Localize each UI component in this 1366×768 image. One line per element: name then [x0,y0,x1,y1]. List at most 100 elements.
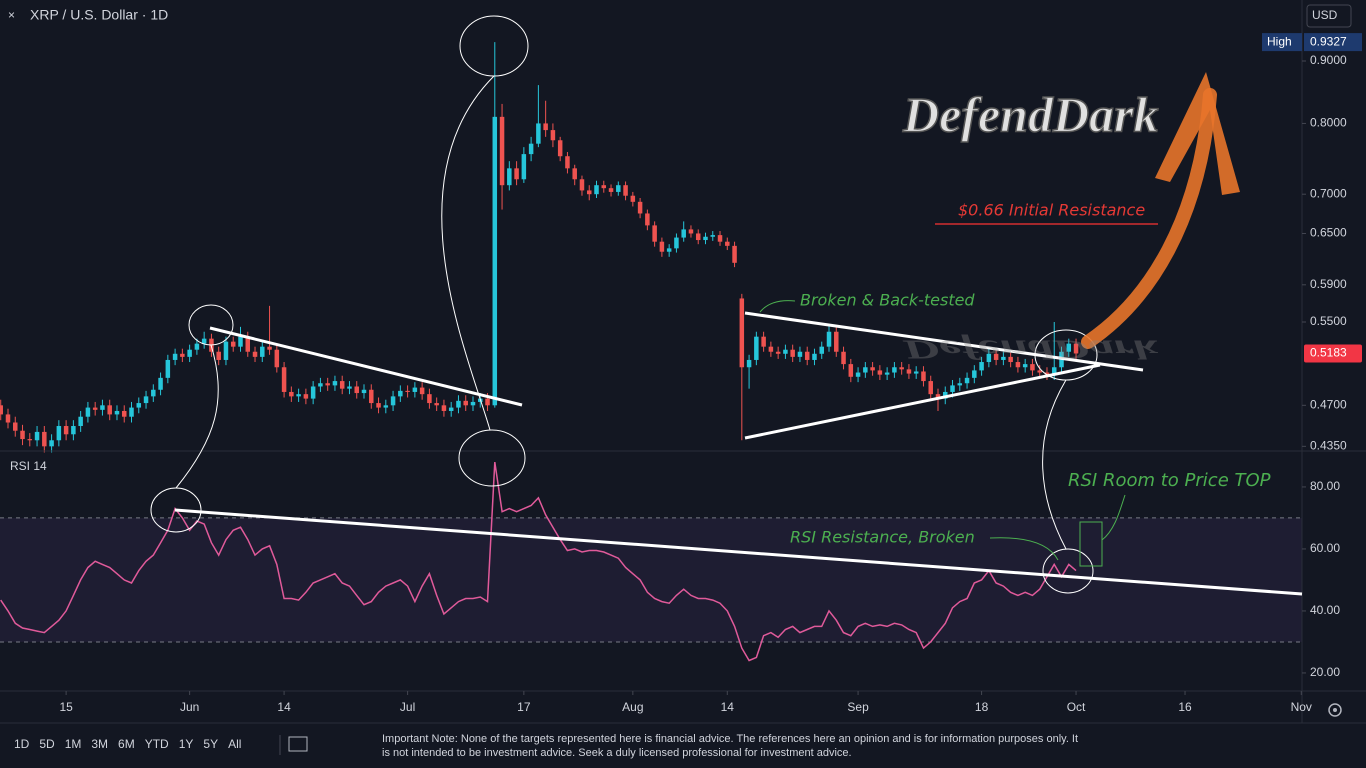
candle-body [557,140,563,157]
candle-body [354,386,359,394]
range-button[interactable]: 3M [91,737,109,751]
candle-body [710,235,716,237]
room-box [1079,521,1103,567]
candle-body [594,185,599,195]
range-button[interactable]: 1D [14,737,30,751]
candle-body [739,298,745,368]
candle-body [979,362,984,371]
candle-body [347,386,352,389]
candle-body [78,416,83,427]
candle-body [281,367,287,392]
candle-body [870,367,875,371]
x-tick-label: 14 [277,700,291,714]
candle-body [528,143,534,155]
annotation: RSI Room to Price TOP [1068,470,1271,491]
candle-body [499,116,505,186]
range-button[interactable]: 6M [118,737,135,751]
candle-body [419,387,425,395]
settings-icon[interactable] [1328,703,1342,717]
x-tick-label: Aug [622,700,643,714]
backtest-connector [759,300,796,313]
candle-body [775,351,781,354]
candle-body [834,331,839,352]
candle-body [129,407,134,417]
candle-body [688,229,694,234]
close-icon[interactable]: × [8,8,15,22]
candle-body [826,331,832,347]
candle-body [703,236,708,241]
rsi-trend-line [174,508,1303,596]
drawings [150,15,1303,596]
candle-body [194,343,200,350]
candle-body [71,426,76,435]
x-tick-label: 18 [975,700,989,714]
range-button[interactable]: 1Y [178,737,194,751]
candle-body [950,385,955,392]
pane-title: RSI 14 [10,459,47,473]
candle-body [63,426,69,435]
trend-line [744,311,1144,372]
candle-body [143,396,149,404]
range-button[interactable]: All [228,737,242,751]
candle-body [289,391,294,397]
candle-body [1015,362,1021,368]
range-button[interactable]: 5D [39,737,55,751]
candle-body [238,336,243,347]
candle-body [158,377,163,390]
y-tick-label: 0.9000 [1310,53,1347,67]
candle-body [85,407,91,417]
candle-body [797,351,803,357]
candle-body [100,405,105,410]
candle-body [1037,370,1042,373]
range-button[interactable]: YTD [144,737,169,751]
y-tick-label: 0.4350 [1310,439,1347,453]
candle-body [681,229,686,238]
annotation: $0.66 Initial Resistance [958,201,1145,220]
annotation: RSI Resistance, Broken [790,528,975,547]
high-box [1262,33,1302,52]
range-button[interactable]: 1M [64,737,82,751]
candle-body [92,407,98,410]
candle-body [514,168,519,180]
connector [1042,379,1067,550]
candle-body [332,381,338,386]
candle-body [187,349,192,357]
candle-body [274,349,280,368]
candle-body [56,426,62,441]
rsi-connector [989,537,1059,561]
candle-body [623,185,628,196]
range-button[interactable]: 5Y [203,737,219,751]
trend-line [744,363,1101,440]
candle-body [230,341,236,347]
candle-body [616,185,621,192]
candle-body [0,405,3,415]
candle-body [383,405,389,408]
settings-icon[interactable] [1333,708,1337,712]
x-tick-label: 15 [59,700,73,714]
highlight-circle [458,429,526,487]
candle-body [5,414,11,423]
candle-body [732,245,737,263]
currency-box[interactable] [1306,4,1352,28]
last-price-box [1304,344,1362,363]
disclaimer: Important Note: None of the targets repr… [382,733,1079,759]
candle-body [1044,372,1050,375]
high-price: 0.9327 [1310,34,1347,48]
candle-body [1001,356,1006,360]
back-layer [0,517,1302,643]
currency[interactable]: USD [1312,8,1338,22]
rsi-band [0,517,1302,642]
candle-body [565,156,570,169]
candle-body [296,394,301,397]
candle-body [20,430,25,440]
y-tick-label: 0.4700 [1310,397,1347,411]
candle-body [1008,356,1013,363]
candle-body [456,400,461,408]
candle-body [848,364,854,377]
date-range-icon[interactable] [288,736,308,752]
x-tick-label: Oct [1067,700,1086,714]
candle-body [245,336,251,352]
marks-layer [0,42,1079,662]
